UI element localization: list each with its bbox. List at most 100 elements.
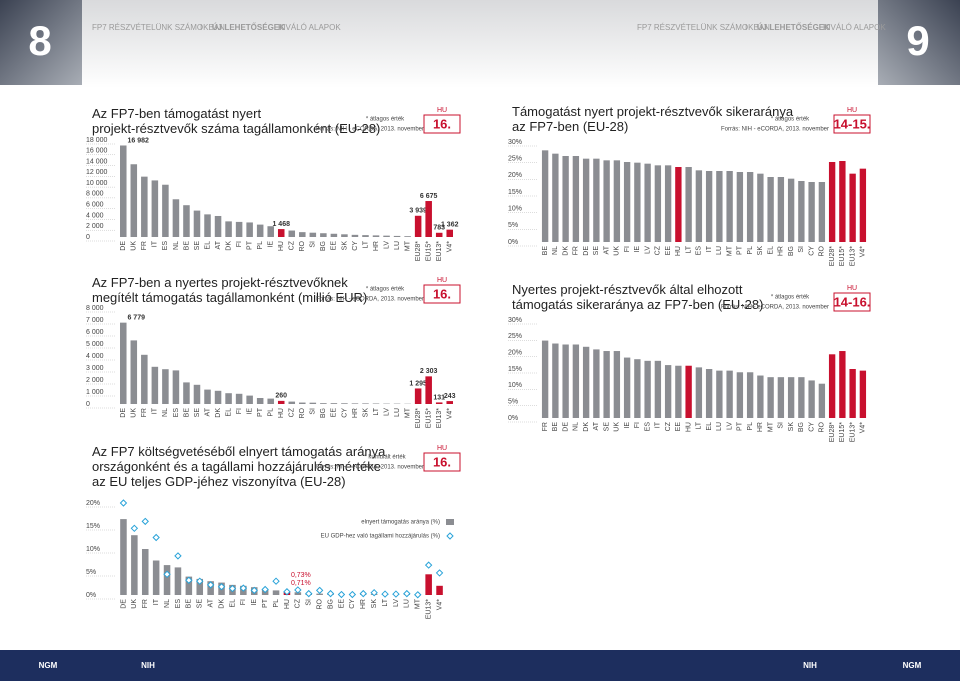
x-tick-label: EU28* bbox=[829, 246, 836, 267]
x-tick-label: UK bbox=[614, 246, 621, 256]
header-photo bbox=[0, 0, 82, 85]
bar bbox=[141, 549, 149, 595]
bar bbox=[309, 402, 317, 404]
x-tick-label: FR bbox=[141, 241, 148, 250]
bar bbox=[664, 165, 672, 242]
x-tick-label: ES bbox=[696, 246, 703, 256]
bar bbox=[818, 383, 826, 418]
bar bbox=[541, 340, 549, 418]
tagline: KIVÁLÓ ALAPOK bbox=[823, 23, 886, 32]
y-tick-label: 8 000 bbox=[86, 191, 104, 198]
badge-label: HU bbox=[437, 107, 447, 114]
y-tick-label: 0% bbox=[508, 415, 518, 422]
x-tick-label: DE bbox=[583, 246, 590, 256]
badge bbox=[423, 452, 461, 472]
x-tick-label: PL bbox=[747, 422, 754, 431]
x-tick-label: AT bbox=[215, 240, 222, 249]
bar bbox=[162, 184, 169, 237]
source: Forrás: NIH - eCORDA, 2013. november bbox=[316, 465, 424, 471]
bar bbox=[204, 389, 211, 404]
value-label: 6 675 bbox=[420, 193, 438, 200]
bar bbox=[130, 340, 138, 404]
x-tick-label: EE bbox=[665, 246, 672, 256]
bar bbox=[362, 235, 369, 237]
bar bbox=[746, 372, 754, 418]
y-tick-label: 5% bbox=[508, 399, 518, 406]
x-tick-label: CZ bbox=[289, 407, 296, 417]
x-tick-label: LT bbox=[362, 240, 369, 248]
bar bbox=[214, 215, 222, 237]
bar bbox=[562, 156, 569, 242]
x-tick-label: V4* bbox=[860, 422, 867, 434]
y-tick-label: 7 000 bbox=[86, 317, 104, 324]
bar bbox=[162, 369, 169, 404]
y-tick-label: 20% bbox=[86, 500, 100, 507]
x-tick-label: IE bbox=[634, 246, 641, 253]
bar bbox=[808, 380, 815, 418]
badge bbox=[423, 114, 461, 134]
x-tick-label: LU bbox=[404, 599, 411, 608]
bar bbox=[341, 403, 348, 404]
x-tick-label: V4* bbox=[447, 241, 454, 253]
bar bbox=[726, 171, 733, 242]
x-tick-label: ES bbox=[644, 422, 651, 432]
marker bbox=[130, 524, 139, 533]
bar bbox=[246, 395, 253, 404]
x-tick-label: EL bbox=[229, 599, 236, 608]
bar bbox=[787, 377, 795, 418]
bar bbox=[225, 393, 232, 404]
separator: I bbox=[745, 23, 747, 32]
bar bbox=[425, 574, 432, 595]
bar bbox=[849, 369, 856, 418]
bar bbox=[351, 234, 359, 237]
value-label: 1 362 bbox=[441, 222, 459, 229]
x-tick-label: PT bbox=[257, 407, 264, 417]
bar bbox=[362, 403, 369, 404]
x-tick-label: EE bbox=[331, 408, 338, 418]
footer-logo: NIH bbox=[803, 661, 817, 670]
bar bbox=[705, 171, 713, 242]
y-tick-label: 20% bbox=[508, 350, 522, 357]
chart-title: Az FP7-ben a nyertes projekt-résztvevőkn… bbox=[92, 275, 348, 290]
legend-label: EU GDP-hez való tagállami hozzájárulás (… bbox=[321, 534, 440, 540]
legend-swatch bbox=[446, 519, 454, 525]
x-tick-label: CZ bbox=[295, 598, 302, 608]
marker bbox=[141, 517, 149, 526]
x-tick-label: SE bbox=[603, 422, 610, 432]
tagline: KIVÁLÓ ALAPOK bbox=[278, 23, 341, 32]
bar bbox=[705, 369, 713, 418]
bar bbox=[414, 215, 422, 237]
y-tick-label: 25% bbox=[508, 333, 522, 340]
x-tick-label: EU28* bbox=[415, 241, 422, 262]
x-tick-label: EL bbox=[767, 246, 774, 255]
bar bbox=[695, 367, 703, 418]
bar bbox=[634, 162, 641, 242]
x-tick-label: EU28* bbox=[829, 422, 836, 443]
badge-number: 14-15. bbox=[834, 116, 871, 131]
y-tick-label: 10 000 bbox=[86, 180, 108, 187]
bar bbox=[736, 172, 744, 242]
bar bbox=[256, 224, 264, 237]
marker bbox=[326, 589, 335, 598]
x-tick-label: SK bbox=[757, 246, 764, 256]
x-tick-label: ES bbox=[175, 599, 182, 609]
bar bbox=[808, 182, 815, 242]
bar bbox=[757, 375, 764, 418]
x-tick-label: LV bbox=[644, 246, 651, 254]
bar bbox=[436, 585, 443, 595]
value-label: 260 bbox=[275, 393, 287, 400]
x-tick-label: FR bbox=[573, 246, 580, 255]
x-tick-label: LU bbox=[716, 422, 723, 431]
highlight: ÚJ LEHETŐSÉGEK bbox=[757, 23, 830, 32]
x-tick-label: NL bbox=[162, 408, 169, 417]
bar bbox=[272, 590, 280, 595]
bar bbox=[246, 222, 253, 237]
badge bbox=[423, 284, 461, 304]
x-tick-label: EU15* bbox=[839, 422, 846, 443]
bar bbox=[196, 578, 204, 595]
chart-title: országonként és a tagállami hozzájárulás… bbox=[92, 459, 381, 474]
bar bbox=[798, 377, 805, 418]
x-tick-label: FR bbox=[542, 422, 549, 431]
x-tick-label: NL bbox=[164, 599, 171, 608]
bar bbox=[603, 160, 610, 242]
